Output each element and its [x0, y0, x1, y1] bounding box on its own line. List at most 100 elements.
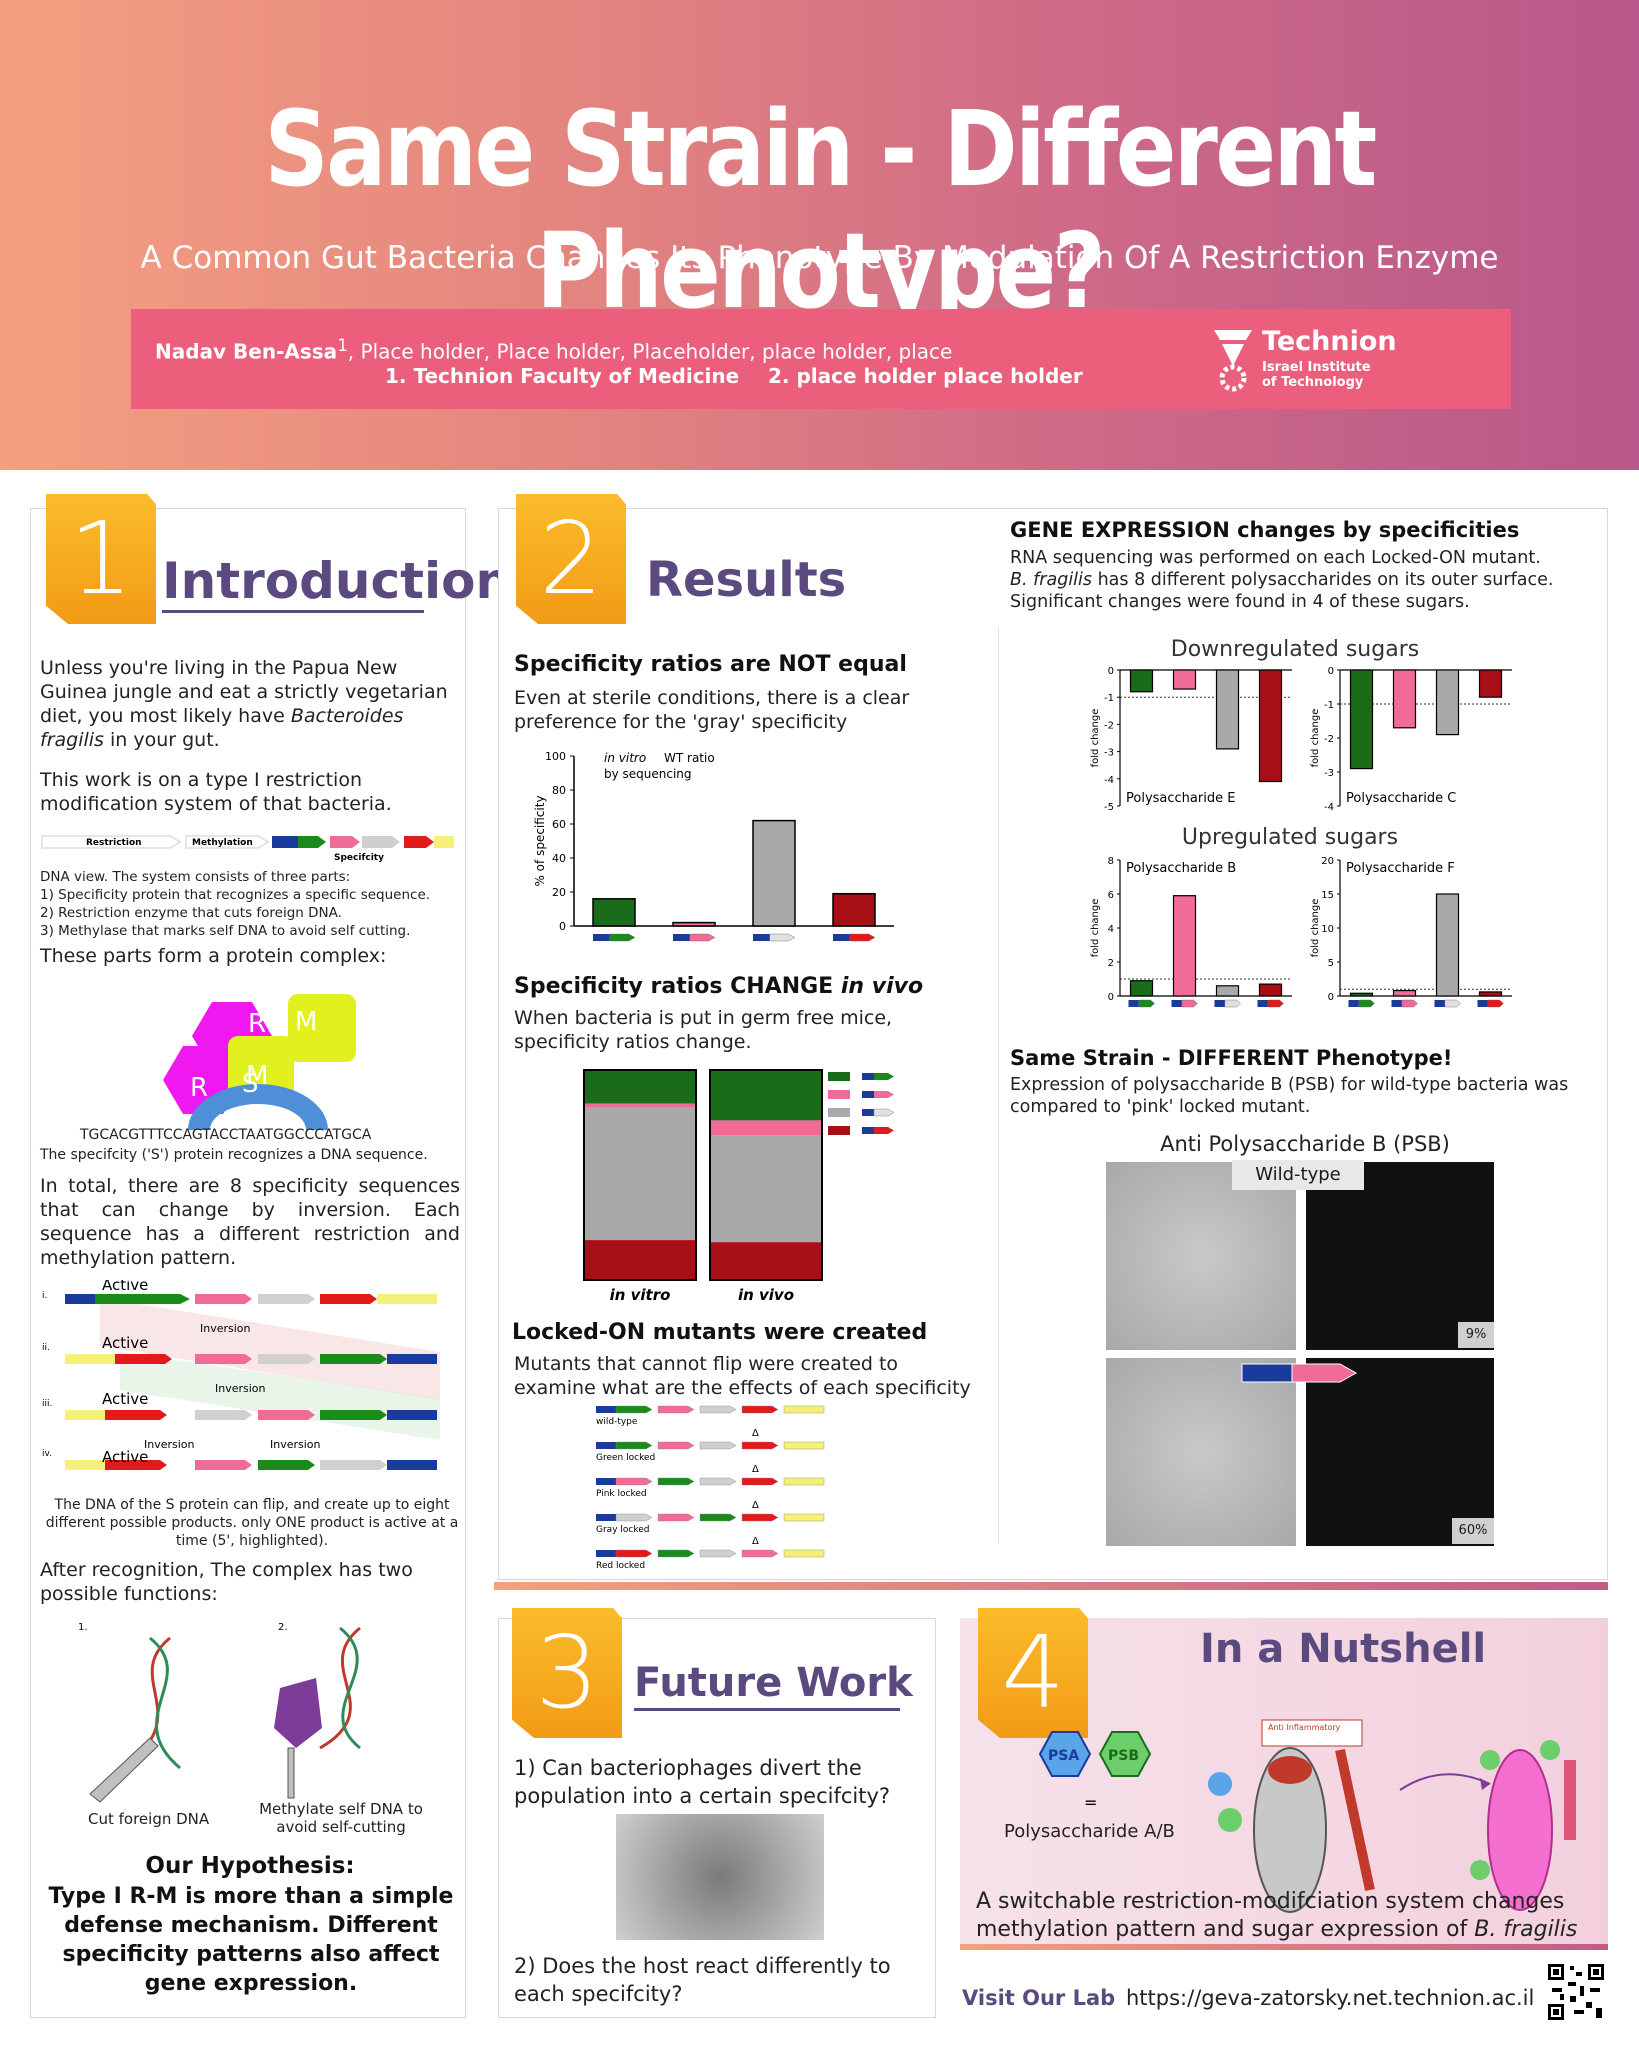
anti-inflammatory-sign: Anti Inflammatory: [1268, 1723, 1341, 1732]
y-tick-label: 80: [552, 784, 566, 797]
gene-icon-tip: [849, 933, 876, 942]
row-label-ii: ii.: [42, 1343, 50, 1353]
gene-icon-base: [673, 934, 690, 941]
gene-icon-tip: [689, 933, 716, 942]
spec-text: Even at sterile conditions, there is a c…: [514, 687, 910, 733]
lab-url-link[interactable]: https://geva-zatorsky.net.technion.ac.il: [1126, 1986, 1535, 2010]
dna-view-line-0: DNA view. The system consists of three p…: [40, 869, 351, 885]
function-1-caption: Cut foreign DNA: [88, 1810, 210, 1828]
nutshell-bottom-divider: [960, 1944, 1608, 1950]
chart-title: Polysaccharide B: [1126, 861, 1236, 876]
locked-row-label: wild-type: [596, 1417, 638, 1427]
locked-segment-red: [741, 1477, 779, 1486]
stack-pink: [584, 1103, 696, 1108]
y-tick-label: 0: [1328, 666, 1334, 677]
pink-locked-gene-icon: [1241, 1363, 1358, 1383]
gene-label-methylation: Methylation: [192, 838, 253, 848]
protein-complex-diagram: R R M M S: [163, 994, 356, 1130]
y-tick-label: 6: [1108, 890, 1114, 901]
complex-s: S: [242, 1069, 259, 1099]
gene-text-line-2: B. fragilis has 8 different polysacchari…: [1010, 569, 1600, 591]
locked-segment-green: [615, 1441, 653, 1450]
results-title: Results: [646, 552, 847, 608]
gene-text-line-3: Significant changes were found in 4 of t…: [1010, 592, 1470, 612]
bar-gray: [1435, 893, 1460, 997]
gene-icon-base: [1128, 1000, 1139, 1007]
locked-delta: Δ: [752, 1428, 759, 1439]
y-tick-label: -2: [1324, 734, 1334, 745]
y-tick-label: 2: [1108, 958, 1114, 969]
stack-green: [584, 1070, 696, 1104]
functions-illustration: 1. 2.: [78, 1622, 361, 1803]
chart-title: Polysaccharide E: [1126, 791, 1235, 806]
locked-delta: Δ: [752, 1464, 759, 1475]
bar-green: [1129, 980, 1154, 997]
gene-text-species: B. fragilis: [1010, 570, 1093, 590]
affiliation-2: 2. place holder place holder: [768, 364, 1083, 388]
micrograph-wt-fluor: [1306, 1162, 1494, 1350]
intro-paragraph-1: Unless you're living in the Papua New Gu…: [40, 656, 460, 752]
author-list: Nadav Ben-Assa1, Place holder, Place hol…: [155, 336, 953, 364]
stack-gray: [584, 1107, 696, 1241]
dna-view-caption: DNA view. The system consists of three p…: [40, 868, 460, 940]
locked-segment-gray: [615, 1513, 653, 1522]
stack-red: [710, 1242, 822, 1280]
future-question-1: 1) Can bacteriophages divert the populat…: [514, 1756, 891, 1808]
y-tick-label: -4: [1104, 775, 1114, 786]
bar-red: [832, 892, 876, 927]
technion-logo-icon: [1214, 330, 1252, 392]
inversion-label-4: Inversion: [270, 1438, 321, 1451]
row-label-i: i.: [42, 1291, 47, 1301]
y-axis-label: fold change: [1090, 899, 1101, 958]
active-label-2: Active: [102, 1334, 148, 1352]
complex-m1: M: [295, 1007, 317, 1037]
technion-name: Technion: [1262, 326, 1397, 357]
after-recognition-text: After recognition, The complex has two p…: [40, 1559, 413, 1605]
qr-code-icon[interactable]: [1546, 1962, 1606, 2022]
y-tick-label: 8: [1108, 856, 1114, 867]
y-axis-label: fold change: [1090, 709, 1101, 768]
inversion-label-3: Inversion: [144, 1438, 195, 1451]
y-tick-label: 4: [1108, 924, 1114, 935]
locked-segment-yellow: [783, 1441, 825, 1450]
bar-gray: [1435, 669, 1460, 736]
introduction-panel: [30, 508, 466, 2018]
locked-mutants-diagram: wild-type Green locked Δ Pink locked Δ Gray l…: [596, 1405, 825, 1571]
locked-segment-green: [699, 1513, 737, 1522]
bar-red: [1478, 991, 1503, 997]
specificity-ratio-chart: 0 20 40 60 80 100 % of specificity in vitro WT r…: [533, 750, 894, 942]
hypothesis-body: Type I R-M is more than a simple defense…: [48, 1884, 454, 1996]
chart-polysaccharide-e: 0 -1 -2 -3 -4 -5 fold change Polysaccharide E: [1090, 666, 1292, 813]
active-label-4: Active: [102, 1448, 148, 1466]
bar-red: [1258, 669, 1283, 783]
future-work-title: Future Work: [634, 1660, 913, 1706]
gene-label-restriction: Restriction: [86, 838, 142, 848]
section-4-badge: [978, 1608, 1088, 1738]
y-tick-label: 20: [552, 886, 566, 899]
affiliation-1: 1. Technion Faculty of Medicine: [385, 364, 740, 388]
section-4-number: 4: [1001, 1614, 1065, 1731]
introduction-title: Introduction: [162, 552, 512, 610]
gene-map-diagram: Restriction Methylation Specifcity: [41, 835, 454, 863]
y-tick-label: 15: [1321, 890, 1334, 901]
y-tick-label: 60: [552, 818, 566, 831]
y-tick-label: -1: [1104, 693, 1114, 704]
locked-segment-red: [741, 1441, 779, 1450]
gene-icon-tip: [1138, 999, 1155, 1008]
locked-segment-yellow: [783, 1477, 825, 1486]
psa-label: PSA: [1048, 1748, 1079, 1764]
chart-polysaccharide-c: 0 -1 -2 -3 -4 fold change Polysaccharide C: [1310, 666, 1512, 813]
change-heading: Specificity ratios CHANGE in vivo: [514, 974, 923, 999]
gene-icon-base: [1214, 1000, 1225, 1007]
stack-category-label: in vivo: [738, 1286, 794, 1304]
poster-subtitle: A Common Gut Bacteria Changes Its Phenot…: [140, 240, 1499, 276]
downregulated-title: Downregulated sugars: [1170, 637, 1420, 662]
bar-red: [1478, 669, 1503, 698]
gene-icon-base: [593, 934, 610, 941]
chart-annotation-italic: in vitro: [604, 751, 646, 765]
nutshell-summary-species: B. fragilis: [1474, 1917, 1578, 1942]
y-axis-label: % of specificity: [533, 795, 547, 886]
stack-gray: [710, 1135, 822, 1243]
pct-pink-locked: 60%: [1452, 1518, 1494, 1544]
gene-icon-tip: [1444, 999, 1461, 1008]
